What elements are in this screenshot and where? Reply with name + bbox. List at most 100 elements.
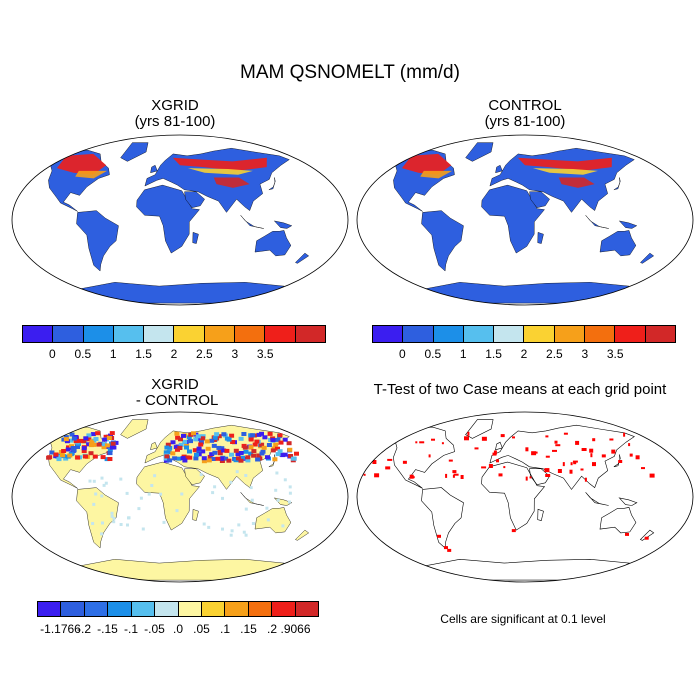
diff-cell (244, 507, 248, 511)
snowmelt-region (420, 170, 453, 179)
diff-cell (163, 450, 169, 455)
continent-antarctica (379, 558, 631, 581)
significant-cell (618, 460, 623, 463)
diff-cell (108, 433, 113, 438)
diff-cell (73, 439, 79, 444)
diff-cell (103, 434, 109, 439)
diff-cell (259, 451, 265, 456)
diff-cell (221, 448, 227, 453)
diff-cell (230, 440, 236, 444)
continent-south-america (76, 487, 119, 549)
colorbar-tick-label: -.2 (76, 622, 92, 636)
diff-cell (110, 514, 114, 518)
diff-cell (217, 448, 223, 453)
snowmelt-region (187, 168, 253, 175)
diff-cell (159, 492, 163, 496)
diff-cell (64, 439, 70, 444)
diff-cell (243, 449, 249, 454)
significant-cell (500, 434, 505, 438)
colorbar-tick-label: 1.5 (485, 347, 502, 361)
diff-cell (78, 438, 84, 443)
diff-cell (153, 474, 157, 478)
map-ttest (356, 411, 694, 583)
diff-cell (216, 434, 222, 439)
diff-cell (248, 437, 254, 442)
diff-cell (101, 445, 107, 450)
diff-cell (86, 442, 92, 447)
significant-cell (644, 536, 649, 540)
colorbar-swatch (84, 602, 109, 616)
diff-cell (119, 477, 123, 481)
colorbar-diff (37, 601, 319, 617)
snowmelt-region (558, 177, 595, 188)
significant-cell (498, 473, 503, 477)
diff-cell (180, 456, 186, 461)
significant-cell (374, 473, 380, 478)
continent-south-america (76, 210, 119, 272)
diff-cell (100, 476, 104, 480)
colorbar-swatch (235, 326, 266, 342)
diff-cell (162, 520, 166, 524)
diff-cell (242, 530, 246, 534)
diff-cell (194, 452, 199, 457)
significant-cell (555, 444, 561, 447)
significant-cell (431, 438, 435, 441)
significant-cell (545, 474, 551, 477)
diff-cell (92, 454, 98, 459)
significant-cell (385, 466, 391, 470)
land-layer (32, 142, 310, 304)
continent-arabia (529, 468, 550, 486)
diff-cell (126, 523, 129, 527)
continent-africa (481, 461, 546, 531)
diff-cell (164, 445, 170, 450)
diff-cell (127, 516, 130, 520)
continent-greenland (120, 142, 149, 162)
colorbar-swatch (524, 326, 555, 342)
diff-cell (265, 506, 269, 510)
diff-cell (237, 523, 241, 527)
colorbar-swatch (645, 326, 675, 342)
land-layer (363, 419, 655, 581)
diff-cell (109, 445, 115, 450)
diff-cell (277, 449, 283, 454)
colorbar-tick-label: 3.5 (606, 347, 624, 361)
colorbar-tick-label: 3.5 (256, 347, 274, 361)
colorbar-swatch (38, 602, 62, 616)
diff-cell (233, 448, 239, 453)
continent-madagascar (537, 508, 544, 521)
map-border (356, 134, 694, 306)
diff-cell (241, 432, 247, 436)
continent-japan (268, 177, 276, 190)
colorbar-control-labels: 0 0.5 1 1.5 2 2.5 3 3.5 (372, 347, 676, 363)
colorbar-swatch (433, 326, 464, 342)
diff-cell (207, 454, 213, 459)
snowmelt-region (517, 157, 612, 171)
diff-cell (287, 447, 293, 452)
significant-cell (415, 441, 418, 444)
significant-cell (544, 468, 550, 473)
snowmelt-region (56, 153, 107, 175)
diff-cell (178, 442, 184, 447)
diff-cell (110, 511, 114, 515)
significant-cell (496, 459, 499, 463)
panel-title-diff: XGRID - CONTROL (135, 376, 219, 409)
colorbar-tick-label: 1.5 (135, 347, 152, 361)
significant-cell (412, 476, 415, 479)
diff-cell (235, 452, 241, 457)
significant-cell (512, 436, 515, 439)
diff-cell (94, 492, 98, 496)
significant-cell (562, 462, 565, 467)
continent-greenland (465, 142, 494, 162)
colorbar-diff-labels: -1.1766 -.2 -.15 -.1 -.05 .0 .05 .1 .15 .2.9066 (37, 622, 319, 638)
diff-cell (165, 442, 171, 447)
diff-cell (100, 532, 104, 536)
significant-cell (481, 466, 487, 469)
diff-cell (180, 492, 184, 496)
diff-cell (230, 529, 234, 533)
colorbar-swatch (204, 326, 236, 342)
diff-cell (236, 456, 241, 461)
diff-cell (89, 439, 95, 444)
colorbar-swatch (295, 326, 325, 342)
significant-cell (570, 462, 573, 466)
diff-cell (177, 446, 183, 450)
